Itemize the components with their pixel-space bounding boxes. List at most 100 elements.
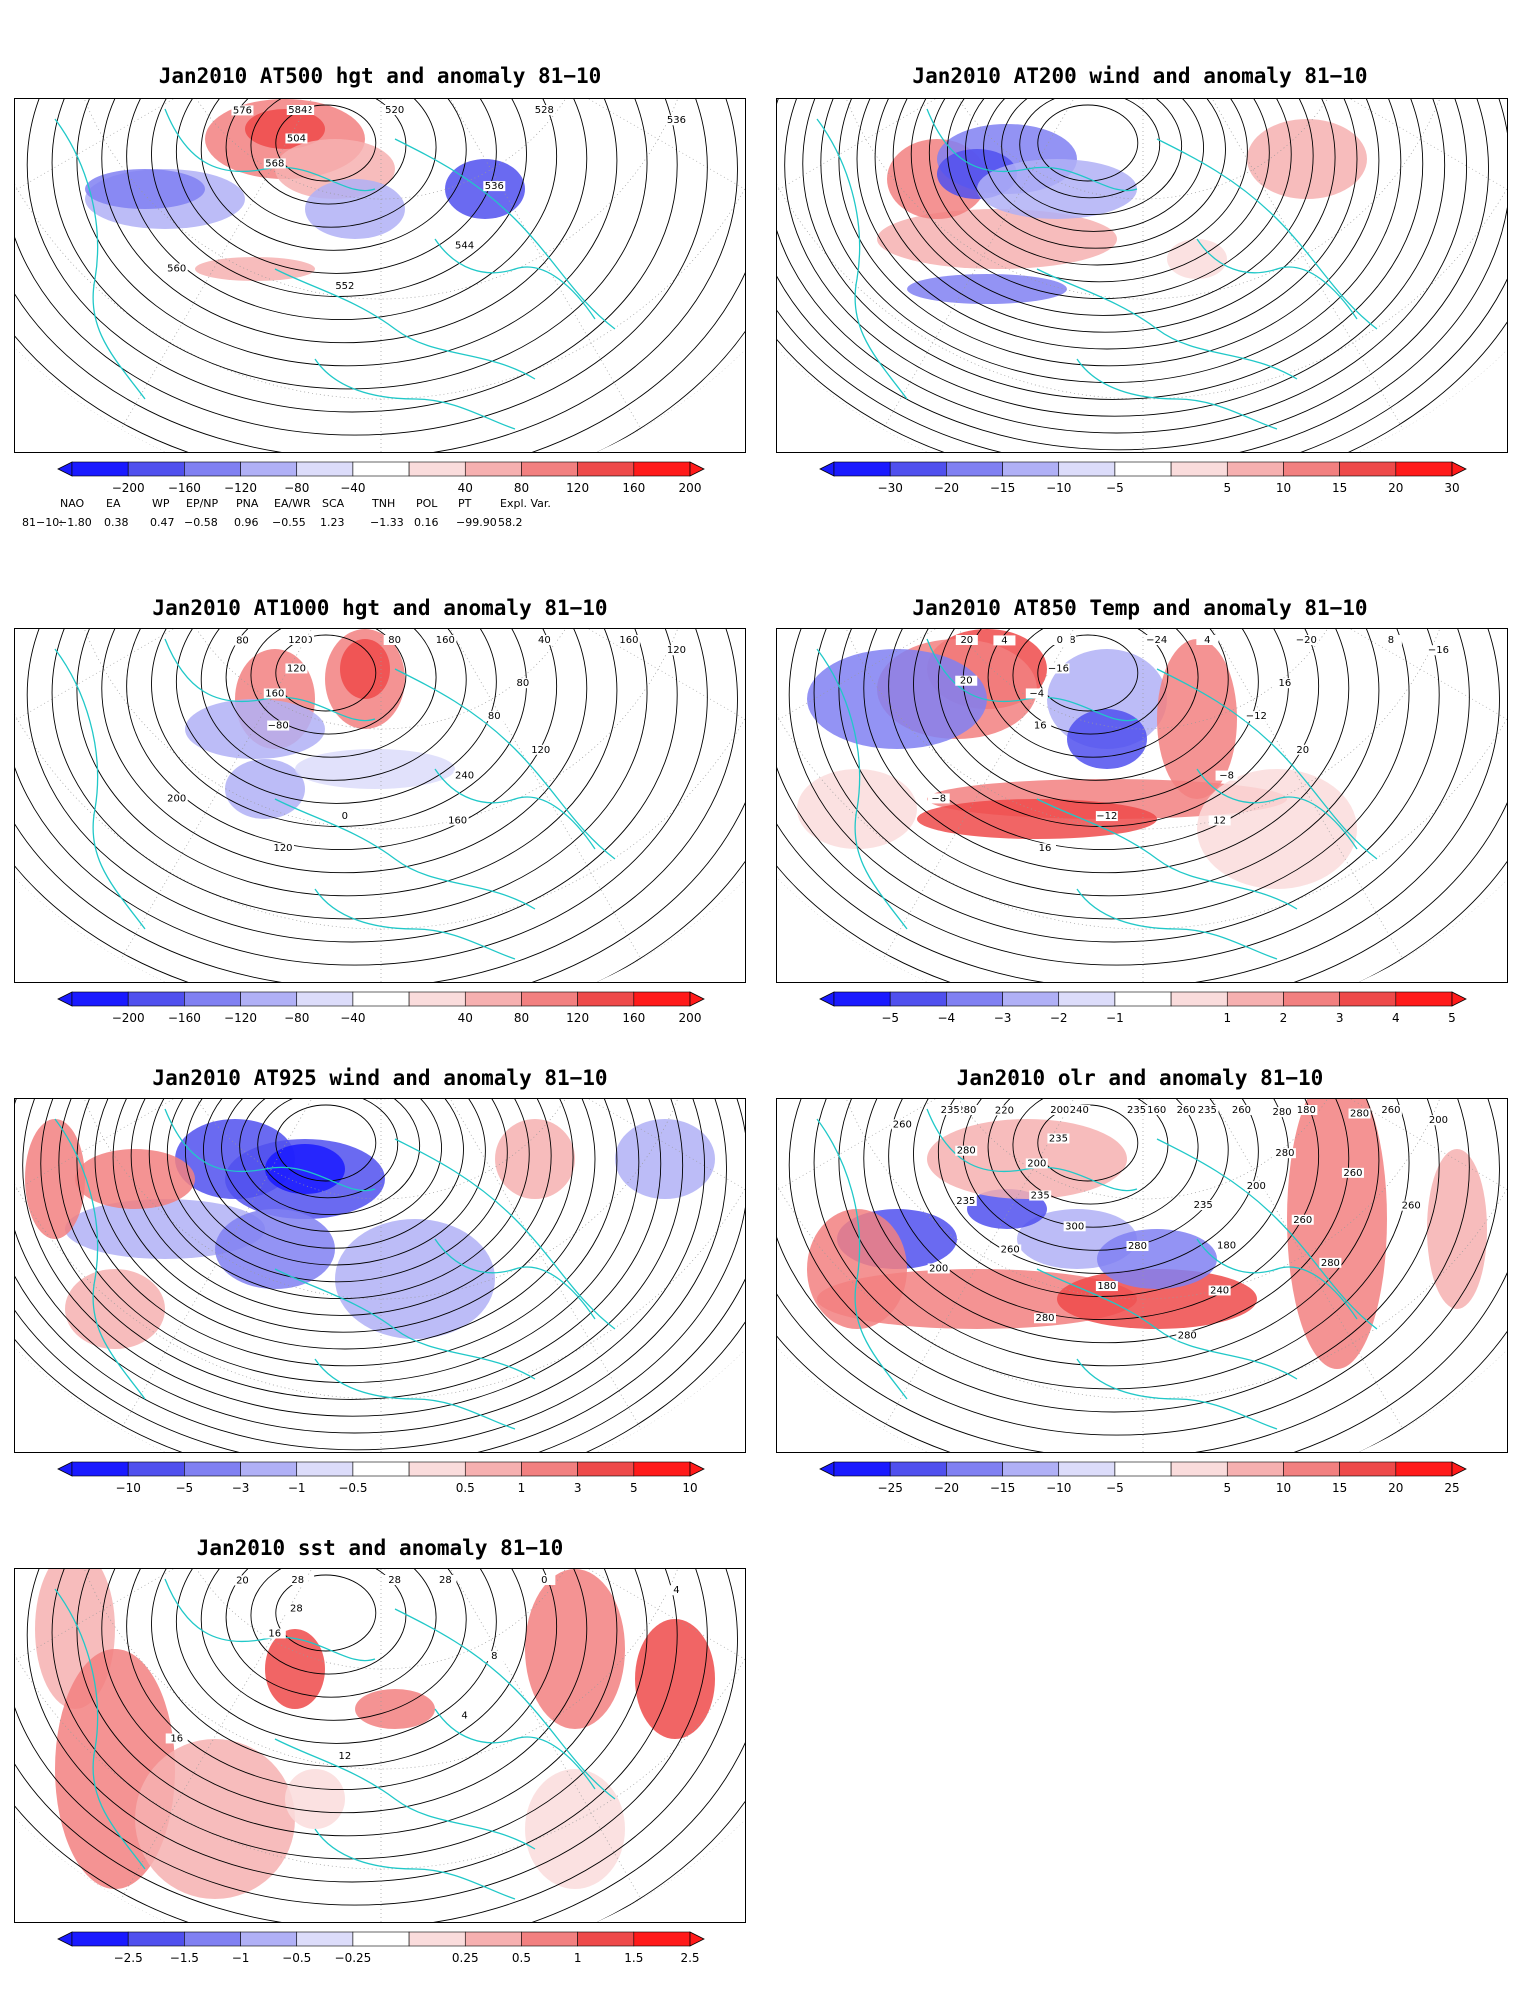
streamline: [166, 1099, 508, 1283]
coastline: [816, 1118, 908, 1400]
streamline: [983, 99, 1205, 232]
contour-label: 20: [960, 676, 973, 687]
contour-label: 8: [491, 1651, 497, 1662]
colorbar-tick-label: −120: [224, 1011, 257, 1025]
map-at925: [14, 1098, 746, 1453]
teleconnection-index-value: 0.16: [414, 516, 439, 529]
contour-label-bg: [1025, 1158, 1048, 1169]
anomaly-shading: [215, 1209, 335, 1289]
meridian-line: [1142, 1099, 1404, 1430]
streamline: [784, 99, 1446, 417]
contour-label-bg: [1273, 1148, 1296, 1159]
contour-label-bg: [1145, 635, 1168, 645]
contour-label: 120: [273, 843, 292, 854]
contour-label: 240: [1210, 1285, 1229, 1296]
colorbar: −200 −160 −120 −80 −40 40 80 120 160 200: [57, 991, 705, 1032]
contour-label-bg: [453, 240, 476, 251]
contour-line: [225, 1569, 437, 1698]
contour-label-bg: [1295, 1105, 1318, 1115]
contour-label-bg: [927, 1263, 950, 1274]
panel-title: Jan2010 sst and anomaly 81−10: [196, 1536, 564, 1560]
contour-line: [838, 1099, 1380, 1367]
colorbar-tick-label: 10: [1276, 1481, 1291, 1495]
contour-line: [26, 629, 678, 943]
contour-line: [937, 1099, 1259, 1274]
contour-label: −12: [1246, 711, 1267, 722]
meridian-line: [380, 1099, 745, 1240]
contour-label-bg: [533, 1575, 556, 1585]
colorbar-tick-label: −15: [990, 481, 1015, 495]
teleconnection-index-name: TNH: [372, 497, 396, 510]
contour-label-bg: [1348, 1108, 1371, 1119]
colorbar-tick-label: −10: [1046, 1481, 1071, 1495]
contour-label-bg: [1095, 811, 1118, 822]
streamline: [15, 1099, 706, 1434]
teleconnection-row-label: 81−10:: [22, 516, 63, 529]
contour-label: 200: [1429, 1115, 1448, 1126]
hemisphere-mask: [15, 1099, 745, 1452]
coastline: [274, 798, 536, 910]
contour-label-bg: [665, 645, 688, 656]
contour-label-bg: [1245, 711, 1268, 722]
colorbar-tick-label: 20: [1388, 1481, 1403, 1495]
streamline: [777, 99, 1507, 452]
streamline: [777, 99, 1507, 452]
coastline: [314, 1358, 516, 1430]
meridian-line: [15, 629, 382, 770]
contour-label-bg: [1029, 1190, 1052, 1201]
anomaly-shading: [1427, 1149, 1487, 1309]
contour-label-bg: [1048, 1105, 1071, 1115]
contour-label: 8: [1388, 635, 1394, 646]
contour-line: [777, 629, 1500, 982]
contour-line: [175, 99, 497, 274]
teleconnection-index-value: −1.80: [58, 516, 92, 529]
contour-label: 280: [1275, 1148, 1294, 1159]
teleconnection-index-value: 1.23: [320, 516, 345, 529]
contour-label: −4: [1029, 688, 1044, 699]
coastline: [926, 108, 1138, 192]
streamline: [777, 99, 1507, 452]
contour-label-bg: [267, 720, 290, 731]
colorbar: −200 −160 −120 −80 −40 40 80 120 160 200: [57, 461, 705, 502]
contour-line: [15, 629, 708, 966]
streamline: [965, 99, 1226, 249]
latitude-circle: [15, 99, 745, 400]
colorbar: −2.5 −1.5 −1 −0.5 −0.25 0.25 0.5 1 1.5 2.5: [57, 1931, 705, 1972]
colorbar-tick-label: −5: [1106, 1481, 1124, 1495]
meridian-line: [380, 1569, 642, 1900]
contour-label-bg: [954, 1195, 977, 1206]
contour-line: [76, 1569, 618, 1837]
contour-line: [888, 629, 1320, 851]
colorbar-tick-label: −40: [340, 481, 365, 495]
contour-label-bg: [955, 1105, 978, 1115]
contour-label: 180: [1217, 1241, 1236, 1252]
contour-label-bg: [1291, 744, 1314, 755]
contour-label: 576: [233, 105, 252, 116]
meridian-line: [380, 1099, 642, 1430]
contour-label: 260: [1177, 1105, 1196, 1116]
coastline: [314, 888, 516, 960]
coastline: [1036, 1268, 1298, 1380]
anomaly-shading: [85, 169, 205, 209]
teleconnection-index-name: SCA: [322, 497, 345, 510]
teleconnection-index-name: PT: [458, 497, 472, 510]
streamline: [1037, 104, 1139, 182]
teleconnection-index-value: 58.2: [498, 516, 523, 529]
colorbar-tick-label: −10: [116, 1481, 141, 1495]
contour-label-bg: [1048, 635, 1071, 645]
contour-label-bg: [446, 815, 469, 826]
contour-label-bg: [231, 635, 254, 646]
contour-line: [126, 1569, 558, 1791]
panel-at850: Jan2010 AT850 Temp and anomaly 81−10 −16…: [760, 560, 1520, 1030]
contour-line: [777, 629, 1470, 966]
contour-label: 120: [288, 635, 307, 646]
contour-label-bg: [1271, 1107, 1294, 1118]
anomaly-shading: [75, 1149, 195, 1209]
contour-line: [51, 99, 648, 390]
colorbar-tick-label: −200: [112, 1011, 145, 1025]
colorbar-tick-label: 5: [1448, 1011, 1456, 1025]
colorbar-tick-label: −160: [168, 481, 201, 495]
contour-label-bg: [483, 181, 506, 192]
map-at500: 504512520528536536544552560568576584: [14, 98, 746, 453]
contour-label-bg: [665, 1585, 688, 1596]
